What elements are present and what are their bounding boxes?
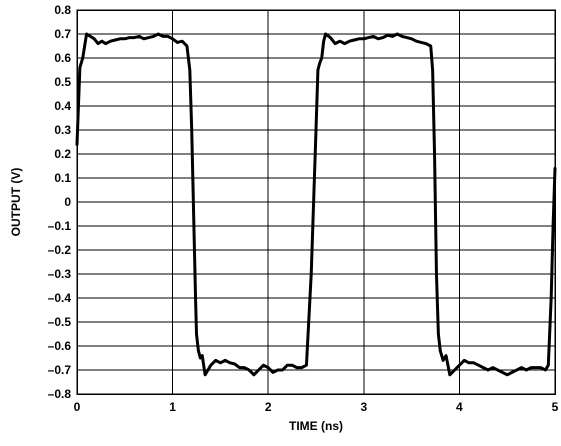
axis-ticks: 0.8 0.7 0.6 0.5 0.4 0.3 0.2 0.1 0 –0.1 –0.2 –0.3 –0.… (48, 3, 559, 414)
y-tick-label: –0.6 (48, 339, 72, 353)
y-tick-label: –0.4 (48, 291, 72, 305)
y-tick-label: –0.2 (48, 243, 72, 257)
series-layer (75, 32, 557, 377)
y-tick-label: 0.8 (54, 3, 71, 17)
y-tick-label: –0.7 (48, 363, 72, 377)
y-tick-label: 0 (64, 195, 71, 209)
x-tick-label: 0 (74, 400, 81, 414)
y-tick-label: 0.3 (54, 123, 71, 137)
y-tick-label: 0.7 (54, 27, 71, 41)
y-axis-label: OUTPUT (V) (9, 168, 23, 237)
x-tick-label: 4 (456, 400, 463, 414)
x-tick-label: 2 (265, 400, 272, 414)
y-tick-label: 0.1 (54, 171, 71, 185)
series-line (75, 32, 557, 377)
y-tick-label: –0.1 (48, 219, 72, 233)
x-tick-label: 5 (552, 400, 559, 414)
y-tick-label: –0.3 (48, 267, 72, 281)
y-tick-label: –0.8 (48, 387, 72, 401)
x-tick-label: 1 (169, 400, 176, 414)
y-tick-label: 0.5 (54, 75, 71, 89)
grid (76, 9, 556, 395)
y-tick-label: 0.6 (54, 51, 71, 65)
y-tick-label: 0.4 (54, 99, 71, 113)
y-tick-label: 0.2 (54, 147, 71, 161)
x-axis-label: TIME (ns) (289, 419, 343, 433)
x-tick-label: 3 (360, 400, 367, 414)
y-tick-label: –0.5 (48, 315, 72, 329)
